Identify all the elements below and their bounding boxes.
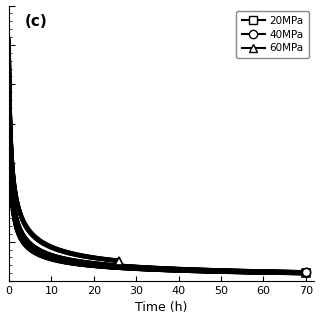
Legend: 20MPa, 40MPa, 60MPa: 20MPa, 40MPa, 60MPa (236, 11, 309, 59)
X-axis label: Time (h): Time (h) (135, 301, 188, 315)
Text: (c): (c) (24, 14, 47, 29)
